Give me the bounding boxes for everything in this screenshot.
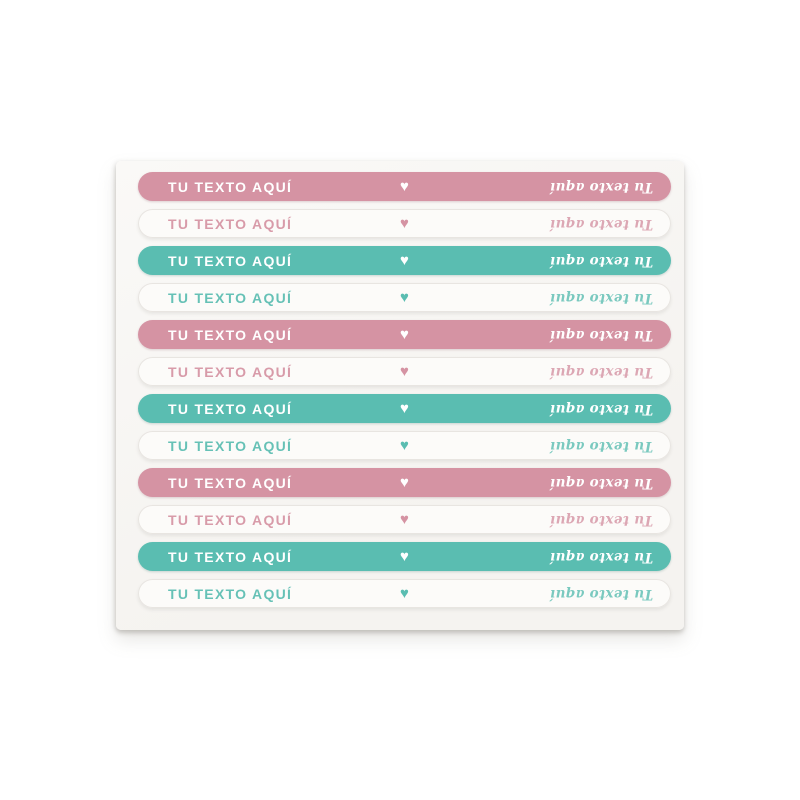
- label-placeholder-text: TU TEXTO AQUÍ: [168, 511, 293, 528]
- label-placeholder-text: TU TEXTO AQUÍ: [168, 474, 293, 491]
- label-placeholder-text-upside-down: Tu texto aquí: [549, 363, 653, 380]
- label-placeholder-text-upside-down: Tu texto aquí: [549, 289, 653, 306]
- label-placeholder-text-upside-down: Tu texto aquí: [549, 400, 653, 417]
- label-placeholder-text-upside-down: Tu texto aquí: [549, 215, 653, 232]
- heart-icon: ♥: [400, 510, 409, 528]
- label-placeholder-text: TU TEXTO AQUÍ: [168, 178, 293, 195]
- label-placeholder-text: TU TEXTO AQUÍ: [168, 400, 293, 417]
- label-strip-outline-pink: TU TEXTO AQUÍ ♥ Tu texto aquí: [138, 209, 671, 238]
- label-strip-outline-pink: TU TEXTO AQUÍ ♥ Tu texto aquí: [138, 505, 671, 534]
- label-placeholder-text: TU TEXTO AQUÍ: [168, 585, 293, 602]
- heart-icon: ♥: [400, 436, 409, 454]
- label-placeholder-text-upside-down: Tu texto aquí: [549, 548, 653, 565]
- label-placeholder-text: TU TEXTO AQUÍ: [168, 289, 293, 306]
- heart-icon: ♥: [400, 325, 409, 343]
- heart-icon: ♥: [400, 399, 409, 417]
- heart-icon: ♥: [400, 473, 409, 491]
- label-strip-outline-teal: TU TEXTO AQUÍ ♥ Tu texto aquí: [138, 431, 671, 460]
- label-strip-outline-pink: TU TEXTO AQUÍ ♥ Tu texto aquí: [138, 357, 671, 386]
- label-placeholder-text-upside-down: Tu texto aquí: [549, 178, 653, 195]
- label-strip-solid-pink: TU TEXTO AQUÍ ♥ Tu texto aquí: [138, 320, 671, 349]
- label-strip-solid-pink: TU TEXTO AQUÍ ♥ Tu texto aquí: [138, 172, 671, 201]
- label-placeholder-text-upside-down: Tu texto aquí: [549, 326, 653, 343]
- label-strip-solid-teal: TU TEXTO AQUÍ ♥ Tu texto aquí: [138, 542, 671, 571]
- sticker-sheet: TU TEXTO AQUÍ ♥ Tu texto aquí TU TEXTO AQUÍ…: [116, 161, 684, 630]
- label-placeholder-text-upside-down: Tu texto aquí: [549, 252, 653, 269]
- label-strip-outline-teal: TU TEXTO AQUÍ ♥ Tu texto aquí: [138, 579, 671, 608]
- label-placeholder-text: TU TEXTO AQUÍ: [168, 326, 293, 343]
- label-strip-solid-pink: TU TEXTO AQUÍ ♥ Tu texto aquí: [138, 468, 671, 497]
- label-placeholder-text: TU TEXTO AQUÍ: [168, 252, 293, 269]
- label-placeholder-text: TU TEXTO AQUÍ: [168, 548, 293, 565]
- heart-icon: ♥: [400, 251, 409, 269]
- heart-icon: ♥: [400, 288, 409, 306]
- heart-icon: ♥: [400, 214, 409, 232]
- label-placeholder-text-upside-down: Tu texto aquí: [549, 585, 653, 602]
- label-strip-outline-teal: TU TEXTO AQUÍ ♥ Tu texto aquí: [138, 283, 671, 312]
- label-placeholder-text-upside-down: Tu texto aquí: [549, 437, 653, 454]
- heart-icon: ♥: [400, 547, 409, 565]
- label-placeholder-text: TU TEXTO AQUÍ: [168, 215, 293, 232]
- label-strip-solid-teal: TU TEXTO AQUÍ ♥ Tu texto aquí: [138, 246, 671, 275]
- label-placeholder-text: TU TEXTO AQUÍ: [168, 363, 293, 380]
- heart-icon: ♥: [400, 177, 409, 195]
- label-placeholder-text-upside-down: Tu texto aquí: [549, 511, 653, 528]
- heart-icon: ♥: [400, 362, 409, 380]
- label-placeholder-text-upside-down: Tu texto aquí: [549, 474, 653, 491]
- heart-icon: ♥: [400, 584, 409, 602]
- label-strip-solid-teal: TU TEXTO AQUÍ ♥ Tu texto aquí: [138, 394, 671, 423]
- label-placeholder-text: TU TEXTO AQUÍ: [168, 437, 293, 454]
